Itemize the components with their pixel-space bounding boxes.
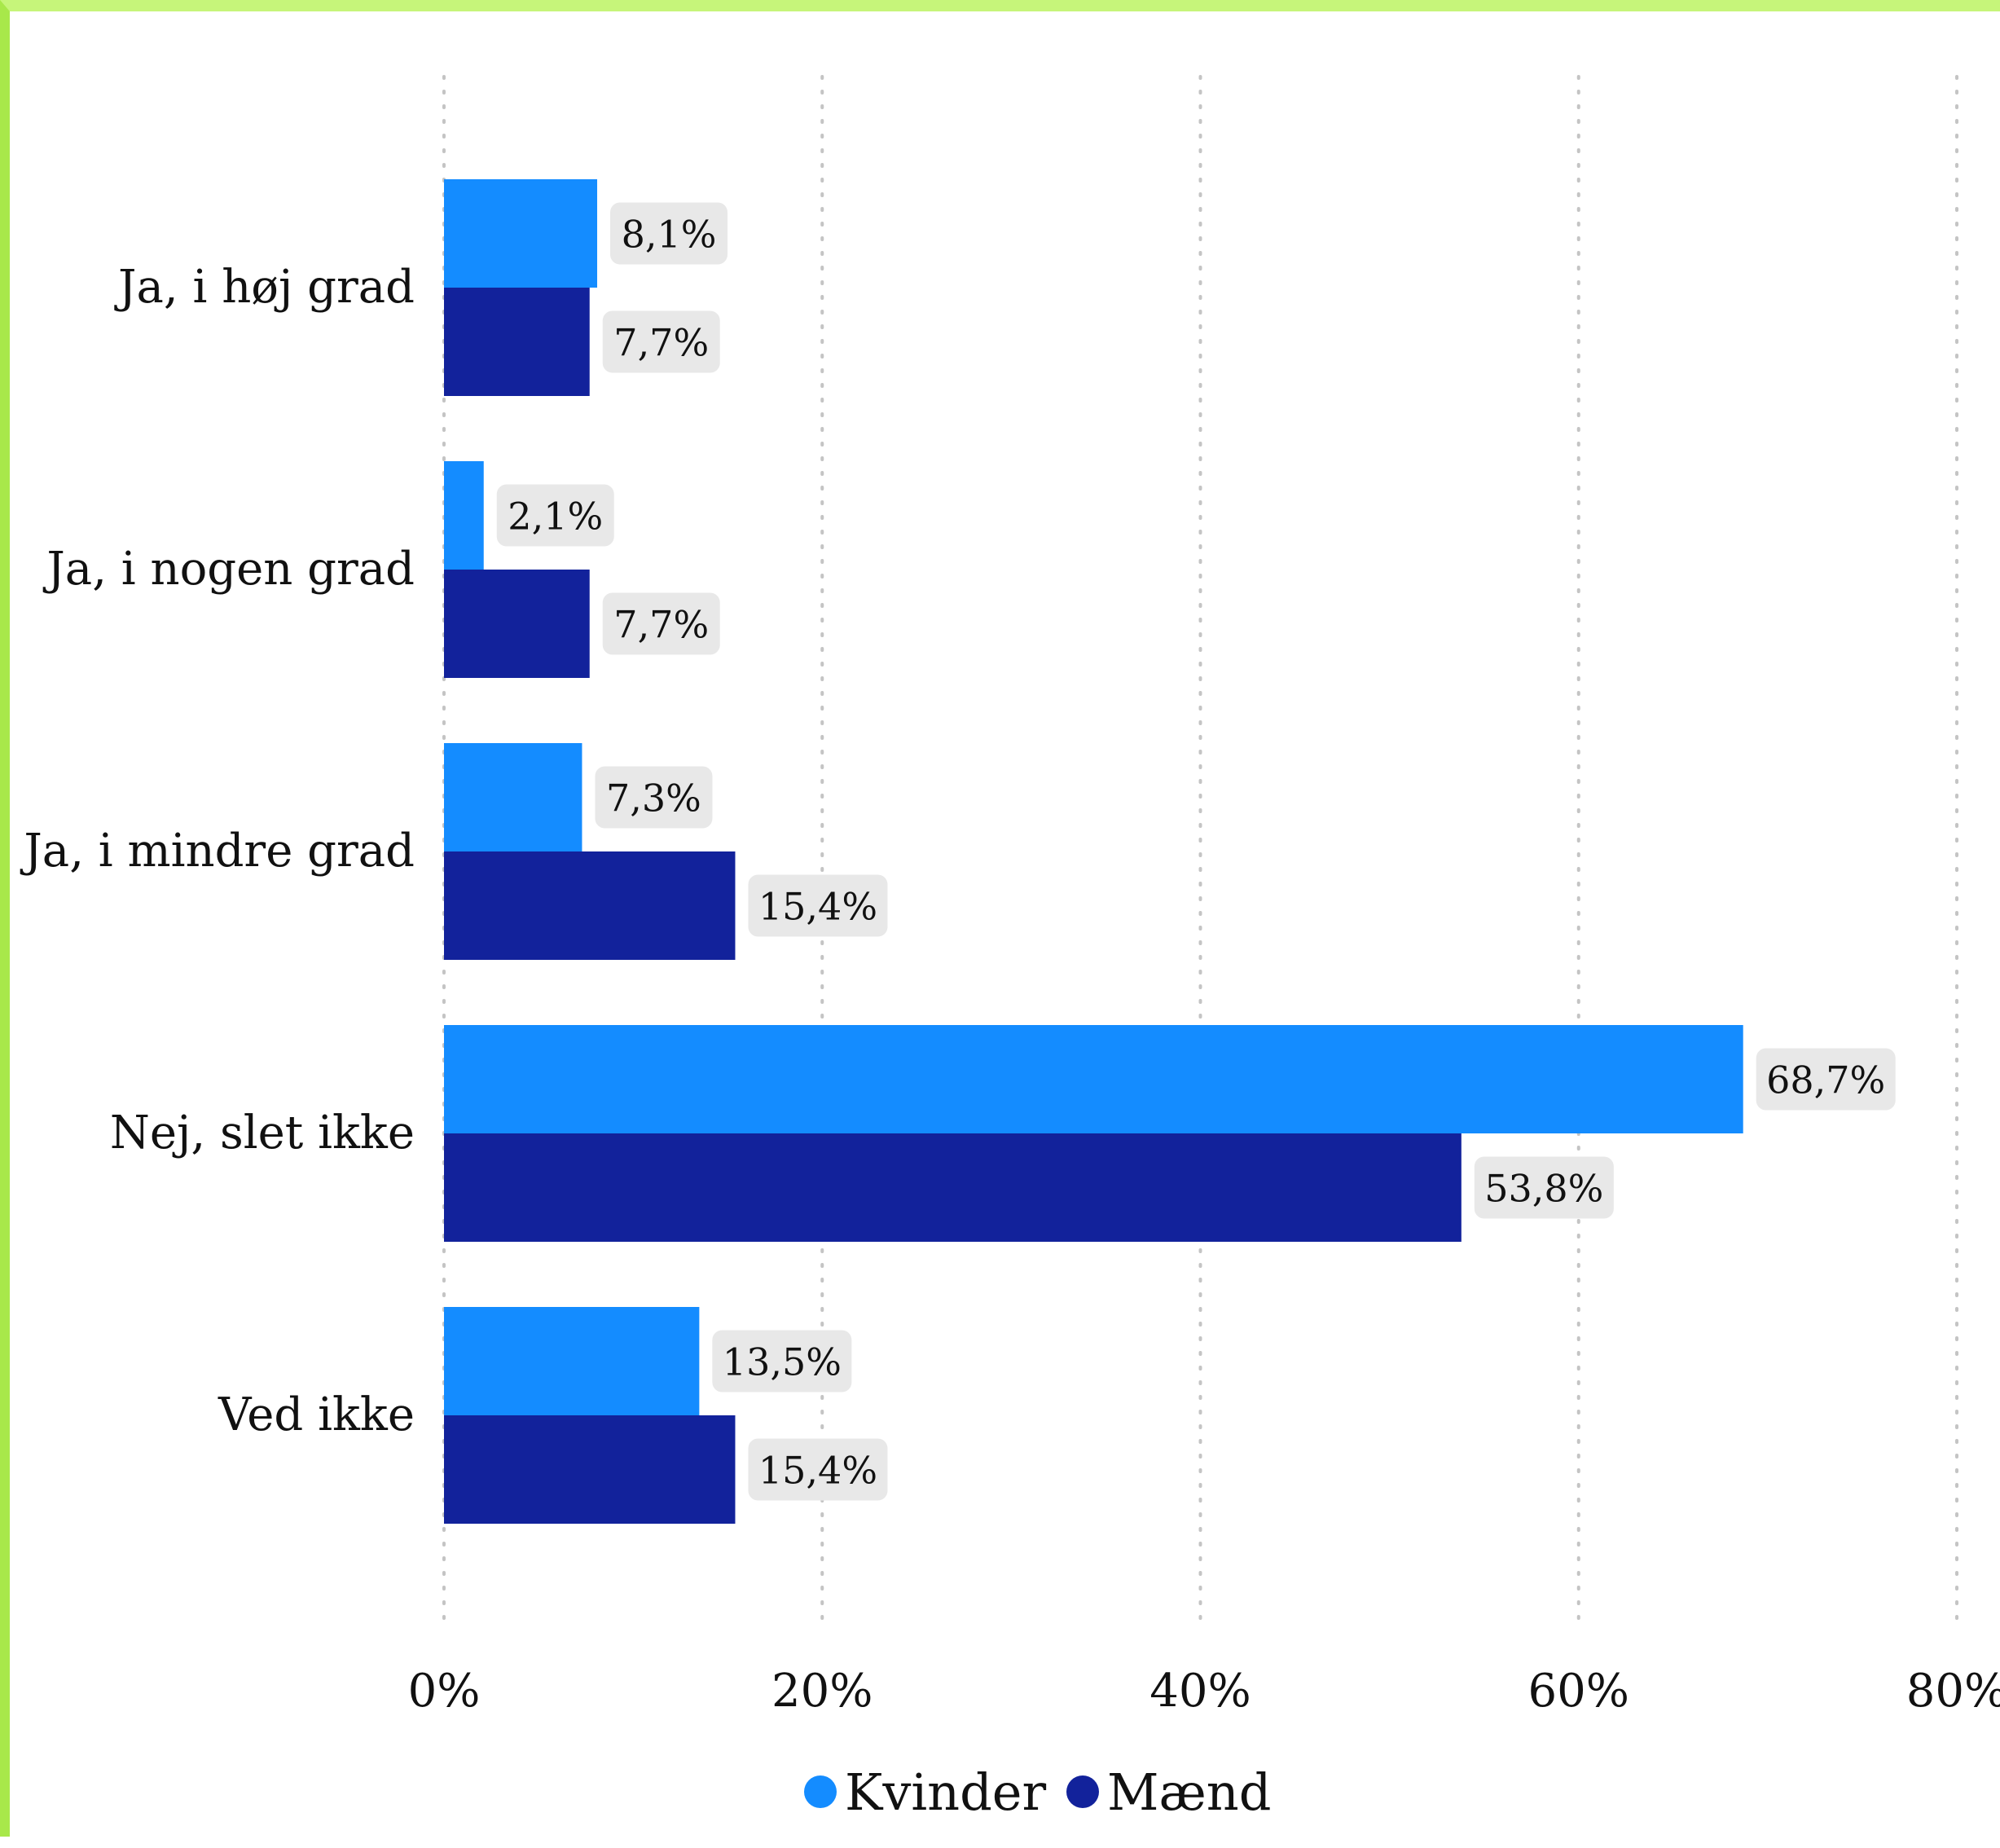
value-label: 7,7% [613, 321, 709, 365]
value-label-box [1474, 1156, 1614, 1219]
value-label-box [595, 766, 713, 829]
bar [444, 1025, 1743, 1133]
legend-label: Mænd [1107, 1762, 1271, 1822]
category-label: Ja, i høj grad [114, 261, 415, 314]
bar [444, 1415, 736, 1524]
x-tick-label: 20% [771, 1665, 873, 1718]
legend-marker [804, 1775, 837, 1808]
bar-chart: 8,1% 7,7% 2,1% 7,7% 7,3% 15,4% 68,7% 53,8% 13,5%… [20, 75, 2000, 1822]
bar [444, 288, 590, 396]
value-label-box [496, 484, 614, 547]
value-label: 2,1% [508, 495, 603, 539]
x-tick-label: 0% [408, 1665, 481, 1718]
x-tick-label: 80% [1906, 1665, 2000, 1718]
value-label-box [602, 592, 720, 655]
value-label-box [1756, 1048, 1896, 1111]
category-label: Ja, i mindre grad [20, 825, 415, 878]
value-label: 8,1% [622, 213, 717, 257]
value-label-box [748, 1438, 888, 1501]
bar [444, 1307, 700, 1415]
value-label-box [602, 310, 720, 373]
value-label-box [712, 1330, 852, 1393]
value-label: 13,5% [723, 1340, 842, 1384]
legend-label: Kvinder [845, 1762, 1046, 1822]
value-label: 15,4% [758, 1449, 877, 1493]
value-label: 68,7% [1766, 1058, 1885, 1102]
value-label: 15,4% [758, 885, 877, 929]
bar [444, 851, 736, 960]
bar [444, 461, 484, 570]
legend-marker [1066, 1775, 1099, 1808]
value-label-box [610, 202, 728, 265]
category-label: Ja, i nogen grad [42, 543, 415, 596]
bar [444, 743, 582, 851]
x-tick-label: 60% [1528, 1665, 1629, 1718]
category-label: Ved ikke [218, 1388, 415, 1441]
value-label: 53,8% [1484, 1167, 1603, 1211]
bar [444, 1133, 1462, 1242]
value-label: 7,3% [606, 777, 701, 821]
value-label-box [748, 874, 888, 937]
bar [444, 570, 590, 678]
bar [444, 179, 598, 288]
value-label: 7,7% [613, 603, 709, 647]
category-label: Nej, slet ikke [110, 1107, 415, 1159]
x-tick-label: 40% [1149, 1665, 1251, 1718]
